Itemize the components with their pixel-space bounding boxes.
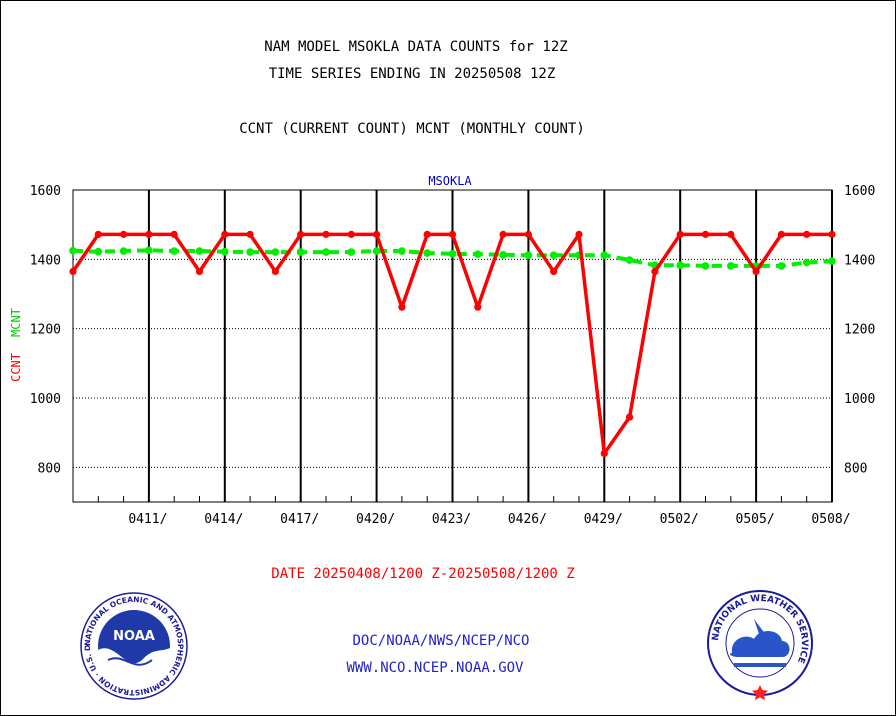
data-point-mcnt (625, 256, 634, 264)
data-point-ccnt (524, 230, 533, 238)
data-point-ccnt (69, 267, 77, 276)
data-point-ccnt (499, 230, 507, 238)
data-point-mcnt (69, 246, 77, 255)
nws-logo-icon: NATIONAL WEATHER SERVICE (707, 590, 813, 700)
data-point-ccnt (575, 230, 583, 238)
title-line-3: CCNT (CURRENT COUNT) MCNT (MONTHLY COUNT… (239, 121, 585, 137)
data-point-mcnt (499, 251, 507, 259)
data-point-ccnt (120, 230, 128, 238)
data-point-ccnt (600, 449, 608, 458)
data-point-ccnt (423, 230, 431, 238)
data-point-mcnt (347, 248, 356, 256)
y-tick-label-left: 1400 (30, 253, 61, 268)
data-point-mcnt (195, 247, 204, 255)
data-point-ccnt (297, 230, 305, 238)
data-point-mcnt (474, 250, 482, 258)
data-point-ccnt (94, 230, 102, 238)
data-point-mcnt (145, 246, 153, 255)
data-point-mcnt (246, 248, 254, 256)
y-tick-label-left: 800 (38, 461, 61, 476)
x-tick-label: 0508/ (811, 512, 850, 527)
data-point-ccnt (550, 267, 558, 276)
y-axis-title: CCNT MCNT (9, 308, 23, 382)
data-point-mcnt (828, 257, 836, 265)
x-tick-label: 0420/ (356, 512, 395, 527)
org-path-link[interactable]: DOC/NOAA/NWS/NCEP/NCO (352, 633, 529, 649)
x-tick-label: 0426/ (508, 512, 547, 527)
x-tick-label: 0423/ (432, 512, 471, 527)
data-point-ccnt (398, 303, 406, 311)
x-tick-label: 0505/ (736, 512, 775, 527)
y-axis-right-labels: 800 1000 1200 1400 1600 (844, 184, 875, 476)
noaa-logo-text: NOAA (113, 629, 155, 644)
data-point-mcnt (524, 251, 533, 259)
date-range-label: DATE 20250408/1200 Z-20250508/1200 Z (271, 566, 574, 582)
y-tick-label-right: 1400 (844, 253, 875, 268)
data-point-ccnt (195, 267, 204, 276)
data-point-ccnt (651, 267, 659, 276)
data-point-mcnt (448, 249, 457, 258)
data-point-mcnt (119, 247, 128, 255)
data-point-ccnt (828, 230, 836, 238)
data-point-ccnt (474, 303, 482, 311)
data-point-mcnt (423, 249, 432, 257)
data-point-mcnt (398, 247, 406, 255)
data-point-ccnt (701, 230, 710, 238)
data-point-ccnt (271, 267, 279, 276)
grid-lines (73, 258, 832, 468)
y-axis-left-labels: 800 1000 1200 1400 1600 (30, 184, 61, 476)
data-point-ccnt (373, 230, 381, 238)
data-point-ccnt (221, 230, 229, 238)
data-point-mcnt (727, 262, 735, 270)
data-point-ccnt (347, 230, 355, 238)
data-point-mcnt (802, 258, 811, 267)
x-tick-label: 0502/ (660, 512, 699, 527)
x-tick-label: 0414/ (204, 512, 243, 527)
website-link[interactable]: WWW.NCO.NCEP.NOAA.GOV (346, 660, 524, 676)
data-point-ccnt (246, 230, 254, 238)
noaa-logo-icon: NATIONAL OCEANIC AND ATMOSPHERIC ADMINIS… (80, 592, 188, 700)
y-tick-label-right: 1000 (844, 392, 875, 407)
data-point-ccnt (145, 230, 153, 238)
y-tick-label-right: 800 (844, 461, 867, 476)
x-axis-labels: 0411/0414/0417/0420/0423/0426/0429/0502/… (128, 512, 850, 527)
station-label: MSOKLA (428, 174, 472, 188)
y-tick-label-left: 1200 (30, 323, 61, 338)
y-tick-label-left: 1600 (30, 184, 61, 199)
data-point-mcnt (701, 262, 710, 270)
x-tick-label: 0417/ (280, 512, 319, 527)
y-tick-label-right: 1600 (844, 184, 875, 199)
data-point-mcnt (271, 248, 280, 256)
data-point-mcnt (777, 262, 786, 270)
y-axis-title-ccnt: CCNT (9, 353, 23, 382)
data-point-ccnt (803, 230, 811, 238)
x-axis-ticks (72, 496, 833, 502)
data-point-ccnt (752, 267, 760, 276)
y-tick-label-left: 1000 (30, 392, 61, 407)
series-ccnt (69, 230, 836, 458)
data-point-ccnt (777, 230, 786, 238)
data-point-ccnt (170, 230, 178, 238)
data-point-mcnt (296, 248, 305, 256)
data-point-mcnt (170, 247, 178, 255)
data-point-ccnt (727, 230, 735, 238)
y-tick-label-right: 1200 (844, 323, 875, 338)
data-point-mcnt (221, 247, 229, 256)
data-point-mcnt (322, 248, 330, 256)
data-point-mcnt (549, 251, 558, 259)
data-point-mcnt (676, 261, 684, 270)
data-point-ccnt (448, 230, 457, 238)
title-line-1: NAM MODEL MSOKLA DATA COUNTS for 12Z (264, 39, 567, 55)
data-point-ccnt (322, 230, 330, 238)
data-point-ccnt (626, 413, 634, 421)
y-axis-title-mcnt: MCNT (9, 308, 23, 337)
x-tick-label: 0429/ (584, 512, 623, 527)
data-point-mcnt (372, 247, 381, 255)
x-tick-label: 0411/ (128, 512, 167, 527)
data-point-mcnt (600, 251, 609, 259)
title-line-2: TIME SERIES ENDING IN 20250508 12Z (269, 66, 556, 82)
data-point-ccnt (676, 230, 684, 238)
data-point-mcnt (94, 247, 103, 256)
